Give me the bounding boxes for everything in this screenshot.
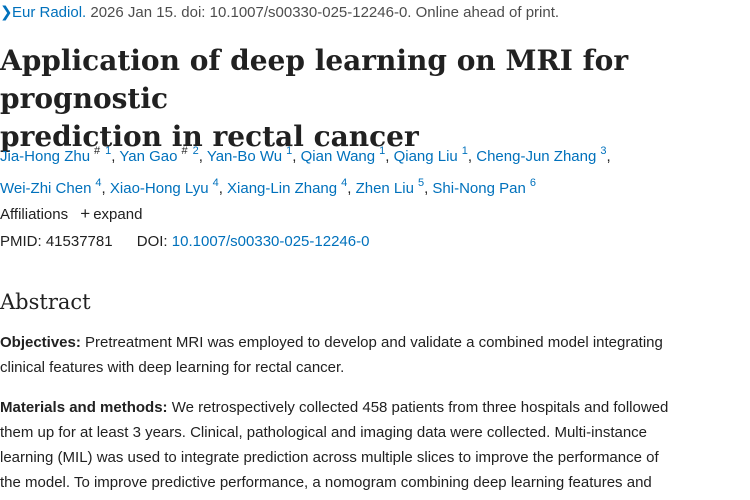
expand-label: expand (93, 206, 143, 223)
methods-text-4: the model. To improve predictive perform… (0, 474, 652, 491)
author-row-2: Wei-Zhi Chen 4, Xiao-Hong Lyu 4, Xiang-Lin… (0, 177, 536, 197)
citation-details: 2026 Jan 15. doi: 10.1007/s00330-025-122… (86, 4, 560, 21)
affiliation-ref[interactable]: 6 (529, 177, 536, 189)
objectives-text-2: clinical features with deep learning for… (0, 359, 345, 376)
author-link[interactable]: Yan Gao (119, 148, 178, 165)
author-link[interactable]: Yan-Bo Wu (206, 148, 283, 165)
author-link[interactable]: Xiang-Lin Zhang (227, 180, 338, 197)
pmid-value: 41537781 (45, 233, 113, 250)
author-link[interactable]: Qian Wang (300, 148, 376, 165)
equal-contribution-mark: # (181, 145, 188, 157)
journal-link[interactable]: Eur Radiol. (12, 4, 87, 21)
title-line-2: prediction in rectal cancer (0, 120, 419, 153)
affiliation-ref[interactable]: 2 (192, 145, 199, 157)
equal-contribution-mark: # (94, 145, 101, 157)
chevron-right-icon[interactable]: ❯ (0, 4, 13, 21)
author-link[interactable]: Wei-Zhi Chen (0, 180, 92, 197)
affiliations-label: Affiliations (0, 206, 69, 223)
affiliation-ref[interactable]: 1 (105, 145, 112, 157)
citation-line: ❯Eur Radiol. 2026 Jan 15. doi: 10.1007/s… (0, 3, 559, 23)
methods-text-1: We retrospectively collected 458 patient… (167, 399, 669, 416)
affiliation-ref[interactable]: 4 (95, 177, 102, 189)
affiliations-row: Affiliations + expand (0, 203, 142, 226)
abstract-objectives: Objectives: Pretreatment MRI was employe… (0, 330, 748, 380)
expand-affiliations-button[interactable]: + expand (80, 204, 143, 223)
author-link[interactable]: Jia-Hong Zhu (0, 148, 91, 165)
affiliation-ref[interactable]: 5 (417, 177, 425, 189)
affiliation-ref[interactable]: 1 (379, 145, 386, 157)
pmid-label: PMID: (0, 233, 42, 250)
doi-label: DOI: (136, 233, 168, 250)
author-link[interactable]: Cheng-Jun Zhang (476, 148, 597, 165)
abstract-methods: Materials and methods: We retrospectivel… (0, 395, 748, 495)
affiliation-ref[interactable]: 4 (341, 177, 348, 189)
doi-link[interactable]: 10.1007/s00330-025-12246-0 (171, 233, 370, 250)
author-list: Jia-Hong Zhu #1, Yan Gao #2, Yan-Bo Wu 1, Q… (0, 138, 740, 202)
methods-text-3: learning (MIL) was used to integrate pre… (0, 449, 659, 466)
author-link[interactable]: Xiao-Hong Lyu (109, 180, 209, 197)
affiliation-ref[interactable]: 1 (286, 145, 293, 157)
author-link[interactable]: Shi-Nong Pan (432, 180, 526, 197)
objectives-label: Objectives: (0, 334, 81, 351)
article-title: Application of deep learning on MRI for … (0, 42, 740, 156)
methods-label: Materials and methods: (0, 399, 168, 416)
author-link[interactable]: Zhen Liu (355, 180, 414, 197)
title-line-1: Application of deep learning on MRI for … (0, 44, 629, 115)
affiliation-ref[interactable]: 4 (212, 177, 219, 189)
identifiers-row: PMID: 41537781 DOI: 10.1007/s00330-025-1… (0, 231, 369, 253)
author-row-1: Jia-Hong Zhu #1, Yan Gao #2, Yan-Bo Wu 1, Q… (0, 145, 611, 165)
objectives-text-1: Pretreatment MRI was employed to develop… (80, 334, 663, 351)
affiliation-ref[interactable]: 3 (600, 145, 607, 157)
abstract-heading: Abstract (0, 290, 91, 314)
plus-icon: + (80, 204, 91, 223)
author-link[interactable]: Qiang Liu (393, 148, 458, 165)
affiliation-ref[interactable]: 1 (461, 145, 468, 157)
methods-text-2: them up for at least 3 years. Clinical, … (0, 424, 648, 441)
